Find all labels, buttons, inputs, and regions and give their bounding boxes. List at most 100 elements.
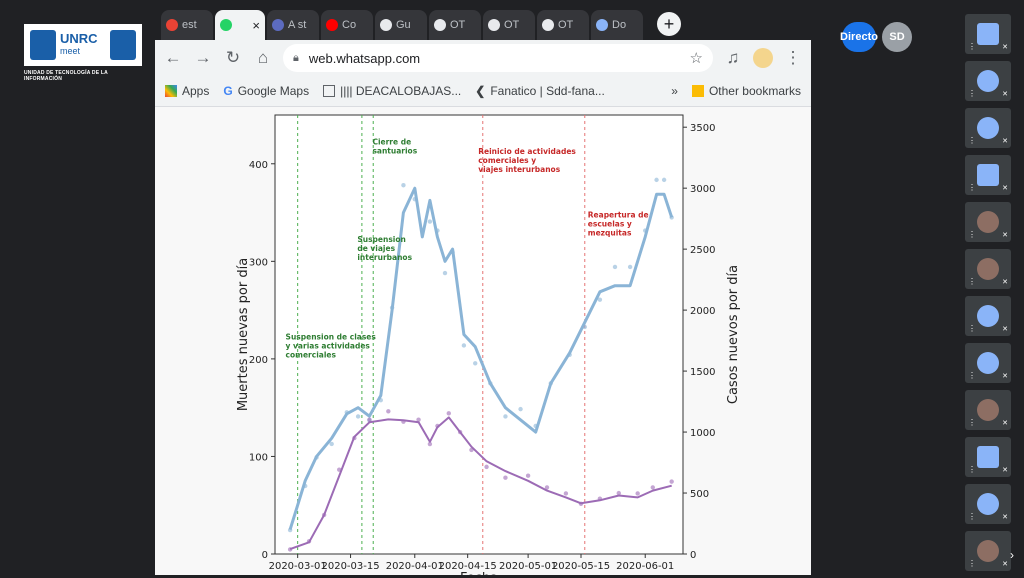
browser-tab[interactable]: OT xyxy=(483,10,535,40)
participant-avatar xyxy=(977,23,999,45)
browser-tab[interactable]: est xyxy=(161,10,213,40)
participant-tile[interactable]: ✕ ⋮ xyxy=(965,296,1011,336)
bookmark-other[interactable]: Other bookmarks xyxy=(691,84,801,98)
y-left-tick-label: 100 xyxy=(249,452,268,463)
y-right-tick-label: 2500 xyxy=(690,245,715,256)
lock-icon: 🔒︎ xyxy=(293,51,299,64)
data-point xyxy=(503,475,508,480)
mic-off-icon: ✕ xyxy=(1002,373,1008,380)
y-right-tick-label: 500 xyxy=(690,489,709,500)
bookmark-star-icon[interactable]: ☆ xyxy=(689,50,703,67)
drop-icon xyxy=(434,19,446,31)
tab-label: A st xyxy=(288,19,307,31)
browser-tab[interactable]: OT xyxy=(537,10,589,40)
y-right-tick-label: 3500 xyxy=(690,123,715,134)
x-tick-label: 2020-03-15 xyxy=(321,561,379,572)
shared-browser-window: est × A st Co Gu OT OT OT Do + ← → ↻ ⌂ 🔒︎ web.wha… xyxy=(155,0,811,575)
reload-icon[interactable]: ↻ xyxy=(225,48,241,67)
participant-tile[interactable]: ✕ ⋮ xyxy=(965,155,1011,195)
media-control-icon[interactable]: ♫ xyxy=(726,48,740,67)
participant-tile[interactable]: ✕ ⋮ xyxy=(965,108,1011,148)
more-options-icon[interactable]: ⋮ xyxy=(968,89,976,98)
participant-tile[interactable]: ✕ ⋮ xyxy=(965,202,1011,242)
browser-tab[interactable]: Co xyxy=(321,10,373,40)
tab-strip: est × A st Co Gu OT OT OT Do + xyxy=(155,0,811,40)
series-line xyxy=(288,186,674,531)
participant-photo xyxy=(977,258,999,280)
browser-tab[interactable]: Do xyxy=(591,10,643,40)
more-options-icon[interactable]: ⋮ xyxy=(968,183,976,192)
gmail-icon xyxy=(166,19,178,31)
more-options-icon[interactable]: ⋮ xyxy=(968,465,976,474)
browser-tab[interactable]: × xyxy=(215,10,265,40)
y-left-axis-label: Muertes nuevas por día xyxy=(236,258,251,411)
mic-off-icon: ✕ xyxy=(1002,561,1008,568)
participant-tile[interactable]: ✕ ⋮ xyxy=(965,390,1011,430)
x-tick-label: 2020-05-15 xyxy=(552,561,610,572)
mic-off-icon: ✕ xyxy=(1002,279,1008,286)
page-icon xyxy=(323,85,336,97)
close-tab-icon[interactable]: × xyxy=(252,17,260,33)
data-point xyxy=(650,485,655,490)
address-bar[interactable]: 🔒︎ web.whatsapp.com ☆ xyxy=(283,44,713,72)
more-options-icon[interactable]: ⋮ xyxy=(968,42,976,51)
participant-tile[interactable]: ✕ ⋮ xyxy=(965,484,1011,524)
whatsapp-image-view: 0 100 200 300 400 0 500 1000 1500 2000 2500 3000 350… xyxy=(155,107,811,575)
x-tick-label: 2020-06-01 xyxy=(616,561,674,572)
folder-icon xyxy=(691,85,704,97)
participant-tile[interactable]: ✕ ⋮ xyxy=(965,14,1011,54)
unrc-meet-logo: UNRC meet xyxy=(24,24,142,66)
bookmark-label: Apps xyxy=(182,84,210,98)
participant-tile[interactable]: ✕ ⋮ xyxy=(965,249,1011,289)
browser-tab[interactable]: A st xyxy=(267,10,319,40)
bookmark-google-maps[interactable]: G Google Maps xyxy=(223,84,309,98)
bookmark-deacalobajas[interactable]: |||| DEACALOBAJAS... xyxy=(323,84,461,98)
browser-tab[interactable]: Gu xyxy=(375,10,427,40)
back-icon[interactable]: ← xyxy=(164,48,182,67)
participant-tile[interactable]: ✕ ⋮ xyxy=(965,61,1011,101)
profile-avatar[interactable] xyxy=(753,48,773,68)
data-point xyxy=(442,270,448,276)
more-options-icon[interactable]: ⋮ xyxy=(968,371,976,380)
bookmark-label: Other bookmarks xyxy=(708,84,801,98)
mic-off-icon: ✕ xyxy=(1002,514,1008,521)
more-options-icon[interactable]: ⋮ xyxy=(968,230,976,239)
more-options-icon[interactable]: ⋮ xyxy=(968,324,976,333)
mic-off-icon: ✕ xyxy=(1002,467,1008,474)
more-options-icon[interactable]: ⋮ xyxy=(968,559,976,568)
more-options-icon[interactable]: ⋮ xyxy=(968,512,976,521)
participant-avatar xyxy=(977,493,999,515)
participant-initials-chip[interactable]: SD xyxy=(882,22,912,52)
more-options-icon[interactable]: ⋮ xyxy=(968,277,976,286)
bookmark-label: |||| DEACALOBAJAS... xyxy=(340,84,462,98)
data-point xyxy=(427,441,433,447)
more-options-icon[interactable]: ⋮ xyxy=(968,136,976,145)
menu-icon[interactable]: ⋮ xyxy=(784,48,802,67)
y-right-tick-label: 3000 xyxy=(690,184,715,195)
browser-tab[interactable]: OT xyxy=(429,10,481,40)
participant-avatar xyxy=(977,446,999,468)
presenting-chip[interactable]: Directo xyxy=(840,22,878,52)
new-tab-icon[interactable]: + xyxy=(657,12,681,36)
bookmarks-overflow-icon[interactable]: » xyxy=(671,84,678,98)
scroll-right-icon[interactable]: › xyxy=(1010,548,1014,562)
data-point xyxy=(386,409,391,414)
mic-off-icon: ✕ xyxy=(1002,91,1008,98)
participant-avatar xyxy=(977,117,999,139)
data-point xyxy=(367,417,372,422)
participant-tile[interactable]: ✕ ⋮ xyxy=(965,343,1011,383)
participant-tiles: ✕ ⋮ ✕ ⋮ ✕ ⋮ ✕ ⋮ ✕ ⋮ ✕ ⋮ ✕ ⋮ ✕ ⋮ ✕ ⋮ ✕ ⋮ ✕ ⋮ ✕ ⋮ xyxy=(965,14,1011,578)
data-point xyxy=(627,264,633,270)
bookmark-fanatico[interactable]: ❮ Fanatico | Sdd-fana... xyxy=(475,84,605,98)
participant-tile[interactable]: ✕ ⋮ xyxy=(965,437,1011,477)
participant-avatar xyxy=(977,352,999,374)
y-left-tick-label: 300 xyxy=(249,257,268,268)
more-options-icon[interactable]: ⋮ xyxy=(968,418,976,427)
forward-icon[interactable]: → xyxy=(194,48,212,67)
participant-tile[interactable]: ✕ ⋮ xyxy=(965,531,1011,571)
data-point xyxy=(525,473,531,478)
event-annotation: Suspension de clases y varias actividades… xyxy=(286,332,377,359)
bookmark-apps[interactable]: Apps xyxy=(165,84,209,98)
mr-icon xyxy=(272,19,284,31)
home-icon[interactable]: ⌂ xyxy=(257,48,269,67)
